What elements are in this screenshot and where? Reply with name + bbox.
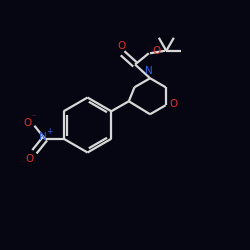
Text: ⁻: ⁻ xyxy=(31,112,35,122)
Text: N: N xyxy=(39,132,47,142)
Text: O: O xyxy=(23,118,32,128)
Text: O: O xyxy=(152,46,160,56)
Text: N: N xyxy=(145,66,153,76)
Text: O: O xyxy=(170,99,178,109)
Text: +: + xyxy=(46,127,52,136)
Text: O: O xyxy=(117,41,126,51)
Text: O: O xyxy=(25,154,34,164)
